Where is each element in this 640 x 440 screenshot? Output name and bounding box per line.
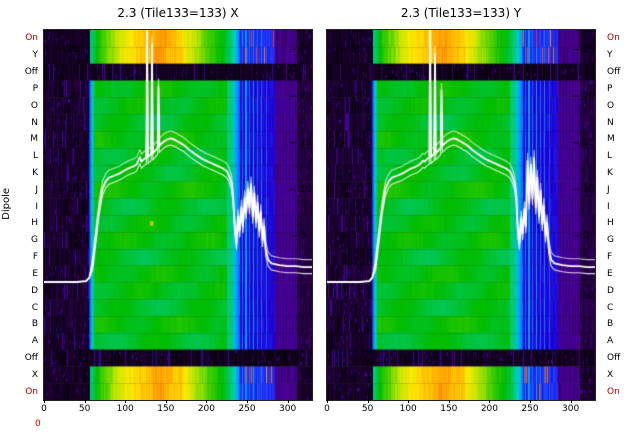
row-label-k: K <box>32 167 38 178</box>
x-tick-label: 50 <box>361 404 374 414</box>
row-label-d: D <box>31 285 38 296</box>
row-label-off: Off <box>24 67 38 78</box>
row-label-n: N <box>607 117 614 128</box>
row-label-b: B <box>607 319 614 330</box>
x-tick-mark <box>44 400 45 403</box>
x-tick-label: 200 <box>197 404 216 414</box>
corner-zero-label: 0 <box>35 419 41 429</box>
row-label-x: X <box>31 369 38 380</box>
row-label-x: X <box>607 369 614 380</box>
row-label-m: M <box>607 134 615 145</box>
x-tick-mark <box>489 400 491 403</box>
x-tick-mark <box>530 400 532 403</box>
row-label-p: P <box>607 83 613 94</box>
row-label-h: H <box>31 218 38 229</box>
x-tick-label: 200 <box>480 404 499 414</box>
x-tick-label: 0 <box>324 404 330 414</box>
panel-x-title: 2.3 (Tile133=133) X <box>117 6 239 20</box>
heatmap-panel-y <box>326 29 596 401</box>
x-tick-mark <box>570 400 572 403</box>
row-label-e: E <box>32 268 38 279</box>
row-label-on: On <box>25 386 38 397</box>
row-label-c: C <box>31 302 38 313</box>
row-label-f: F <box>32 252 38 263</box>
row-label-l: L <box>607 151 613 162</box>
row-label-j: J <box>35 184 38 195</box>
x-tick-mark <box>287 400 289 403</box>
row-label-d: D <box>607 285 614 296</box>
x-tick-mark <box>125 400 127 403</box>
x-tick-mark <box>448 400 450 403</box>
row-label-h: H <box>607 218 614 229</box>
row-label-off: Off <box>607 67 621 78</box>
row-label-f: F <box>607 252 613 263</box>
x-tick-label: 300 <box>279 404 297 414</box>
row-label-e: E <box>607 268 613 279</box>
row-label-on: On <box>25 33 38 44</box>
y-axis-labels-left: On Y Off P O N M L K J I H G F E D C B A Off X On <box>0 0 40 440</box>
x-tick-label: 100 <box>399 404 417 414</box>
row-label-k: K <box>607 167 613 178</box>
x-tick-label: 50 <box>78 404 91 414</box>
row-label-p: P <box>32 83 38 94</box>
x-tick-mark <box>206 400 208 403</box>
row-label-off: Off <box>24 352 38 363</box>
row-label-c: C <box>607 302 614 313</box>
x-tick-label: 250 <box>521 404 539 414</box>
x-tick-mark <box>408 400 410 403</box>
x-tick-mark <box>84 400 86 403</box>
x-tick-mark <box>247 400 249 403</box>
row-label-b: B <box>31 319 38 330</box>
row-label-y: Y <box>607 50 613 61</box>
row-label-i: I <box>607 201 610 212</box>
x-tick-label: 100 <box>116 404 134 414</box>
x-tick-label: 150 <box>440 404 458 414</box>
heatmap-panel-x <box>43 29 313 401</box>
row-label-on: On <box>607 386 620 397</box>
row-label-i: I <box>35 201 38 212</box>
row-label-o: O <box>607 100 615 111</box>
x-tick-label: 150 <box>157 404 175 414</box>
y-axis-labels-right: On Y Off P O N M L K J I H G F E D C B A Off X On <box>601 0 639 440</box>
row-label-m: M <box>30 134 38 145</box>
row-label-g: G <box>607 235 614 246</box>
row-label-y: Y <box>32 50 39 61</box>
x-tick-label: 300 <box>562 404 580 414</box>
row-label-on: On <box>607 33 620 44</box>
row-label-a: A <box>607 336 614 347</box>
row-label-off: Off <box>607 352 621 363</box>
x-tick-mark <box>367 400 369 403</box>
x-tick-label: 0 <box>41 404 47 414</box>
row-label-j: J <box>607 184 610 195</box>
panel-y-title: 2.3 (Tile133=133) Y <box>400 6 522 20</box>
row-label-g: G <box>31 235 38 246</box>
x-tick-mark <box>327 400 328 403</box>
x-tick-mark <box>165 400 167 403</box>
row-label-o: O <box>30 100 38 111</box>
row-label-n: N <box>31 117 38 128</box>
x-tick-label: 250 <box>238 404 256 414</box>
row-label-a: A <box>31 336 38 347</box>
row-label-l: L <box>32 151 38 162</box>
